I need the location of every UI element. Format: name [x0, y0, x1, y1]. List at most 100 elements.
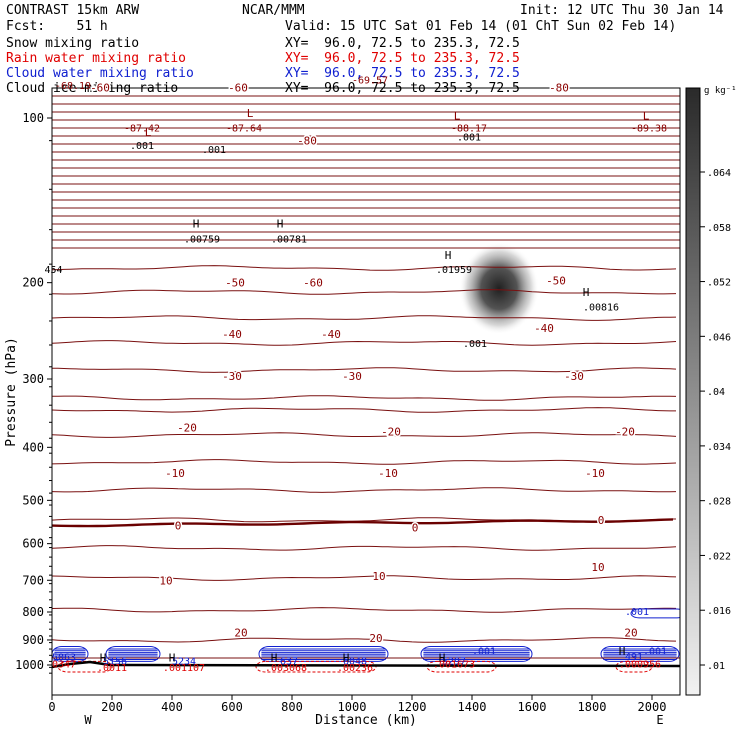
extrema-value-label: 5156 — [103, 657, 127, 668]
temperature-contour-label: -60 — [90, 82, 110, 95]
rain-contour — [615, 660, 653, 673]
x-axis-title: Distance (km) — [315, 713, 417, 728]
extrema-value-label: .001 — [463, 339, 487, 350]
cloud-water-outline — [420, 645, 533, 662]
model-title: CONTRAST 15km ARW — [6, 3, 140, 18]
extrema-value-label: 0347 — [52, 659, 76, 670]
x-tick-label: 2000 — [638, 700, 667, 714]
x-tick-label: 800 — [281, 700, 303, 714]
extrema-value-label: .0011 — [97, 663, 127, 674]
high-marker: H — [583, 286, 590, 299]
y-tick-label: 500 — [22, 493, 44, 507]
temperature-contour-label: -10 — [165, 467, 185, 480]
temperature-contour-label: 20 — [234, 627, 247, 640]
colorbar-tick-label: .058 — [707, 223, 731, 234]
extrema-value-label: -87.42 — [124, 123, 160, 134]
cloud-water-outline — [600, 645, 680, 662]
colorbar-tick-label: .016 — [707, 606, 731, 617]
temperature-contour-label: 0 — [598, 514, 605, 527]
extrema-value-label: -88.17 — [451, 123, 487, 134]
temperature-contour-label: -40 — [321, 328, 341, 341]
isotherm — [52, 407, 676, 413]
temperature-contour-label: -20 — [177, 422, 197, 435]
extrema-value-label: .00236 — [337, 663, 373, 674]
isotherm — [52, 367, 677, 373]
extrema-value-label: .001 — [472, 647, 496, 658]
extrema-value-label: .000956 — [619, 659, 661, 670]
temperature-contour-label: 10 — [372, 570, 385, 583]
contour-labels: -60 -60 -80 -80 -60 -50 -50 -40 -40 -40 -30 -30 -30 -… — [44, 75, 667, 674]
x-tick-label: 200 — [101, 700, 123, 714]
field-rain: Rain water mixing ratio — [6, 51, 187, 66]
field-cloud-water-xy: XY= 96.0, 72.5 to 235.3, 72.5 — [285, 66, 520, 81]
high-marker: H — [619, 645, 626, 658]
extrema-value-label: -87.64 — [226, 123, 262, 134]
high-marker: H — [100, 652, 107, 665]
colorbar-unit: g kg⁻¹ — [704, 86, 737, 96]
plot-frame — [51, 87, 681, 696]
extrema-value-label: -89.38 — [631, 123, 667, 134]
cloud-water-outline — [105, 645, 161, 662]
extrema-value-label: .001107 — [163, 663, 205, 674]
low-marker: L — [454, 110, 461, 123]
temperature-contour-label: -40 — [222, 328, 242, 341]
high-marker: H — [445, 249, 452, 262]
org-label: NCAR/MMM — [242, 3, 305, 18]
high-marker: H — [277, 218, 284, 231]
extrema-value-label: .001 — [202, 145, 226, 156]
temperature-contour-label: 20 — [369, 632, 382, 645]
y-tick-label: 300 — [22, 372, 44, 386]
colorbar: g kg⁻¹ .01 .016 .022 .028 .034 .04 .046 .052 .058… — [685, 86, 737, 696]
colorbar-tick-label: .04 — [707, 387, 725, 398]
y-tick-label: 600 — [22, 537, 44, 551]
isotherm — [52, 315, 677, 321]
plot-area — [52, 95, 680, 673]
y-tick-label: 1000 — [15, 658, 44, 672]
extrema-value-label: 637 — [280, 657, 298, 668]
extrema-value-label: .001 — [643, 646, 667, 657]
extrema-value-label: -68.19 — [55, 81, 91, 92]
extrema-value-label: .001 — [130, 141, 154, 152]
temperature-contour-label: 10 — [159, 574, 172, 587]
temperature-contour-label: -50 — [546, 274, 566, 287]
isotherm — [52, 575, 677, 581]
temperature-contour-label: -20 — [615, 425, 635, 438]
extrema-value-label: 5063 — [52, 653, 76, 664]
forecast-hour: Fcst: 51 h — [6, 19, 108, 34]
y-tick-label: 200 — [22, 276, 44, 290]
y-tick-label: 800 — [22, 605, 44, 619]
isotherm — [52, 289, 677, 295]
x-tick-label: 0 — [48, 700, 55, 714]
y-tick-label: 400 — [22, 440, 44, 454]
x-tick-label: 1600 — [518, 700, 547, 714]
isotherm — [52, 340, 677, 346]
temperature-contour-label: 0 — [412, 521, 419, 534]
extrema-value-label: .00816 — [583, 302, 619, 313]
x-tick-label: 400 — [161, 700, 183, 714]
temperature-contour-label: -60 — [228, 82, 248, 95]
extrema-value-label: 5234 — [172, 657, 196, 668]
colorbar-tick-label: .022 — [707, 551, 731, 562]
colorbar-tick-label: .01 — [707, 661, 725, 672]
high-marker: H — [439, 652, 446, 665]
temperature-contour-label: 20 — [624, 627, 637, 640]
extrema-value-label: 6048 — [343, 657, 367, 668]
field-snow-xy: XY= 96.0, 72.5 to 235.3, 72.5 — [285, 36, 520, 51]
isotherm — [52, 607, 677, 613]
extrema-value-label: -69.57 — [352, 75, 388, 86]
terrain-line — [52, 660, 680, 669]
temperature-contour-label: -10 — [585, 467, 605, 480]
y-axis-title: Pressure (hPa) — [4, 337, 19, 447]
temperature-contour-label: 10 — [591, 561, 604, 574]
field-cloud-water: Cloud water mixing ratio — [6, 66, 194, 81]
isotherm — [52, 395, 677, 401]
temperature-contour-label: -20 — [381, 425, 401, 438]
colorbar-ramp — [685, 87, 701, 696]
y-tick-label: 700 — [22, 573, 44, 587]
low-marker: L — [643, 110, 650, 123]
high-marker: H — [271, 652, 278, 665]
extrema-value-label: .001673 — [433, 659, 475, 670]
extrema-value-label: .001 — [457, 132, 481, 143]
extrema-value-label: .001 — [625, 607, 649, 618]
